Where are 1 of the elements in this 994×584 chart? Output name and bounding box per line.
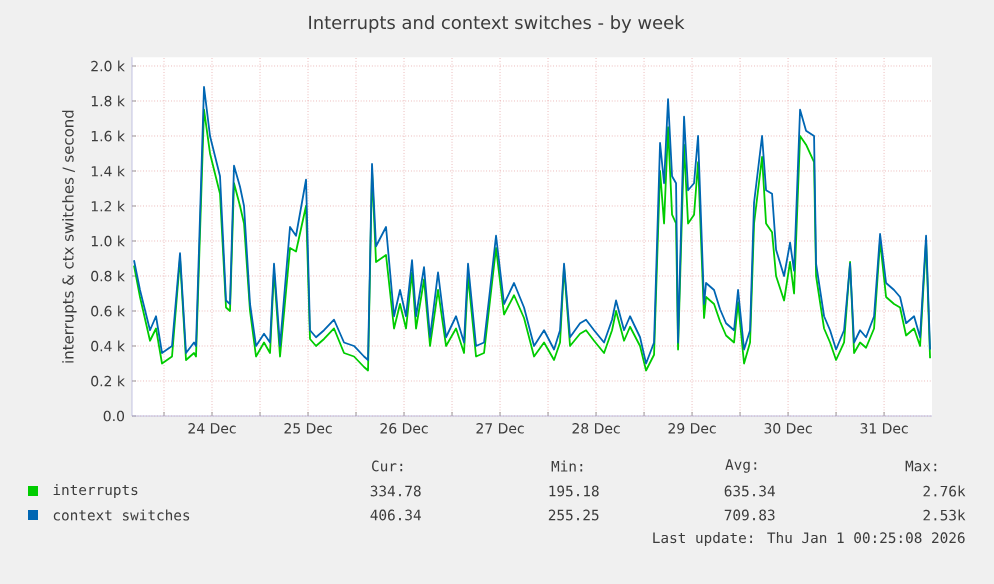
chart-title: Interrupts and context switches - by week xyxy=(309,15,685,33)
